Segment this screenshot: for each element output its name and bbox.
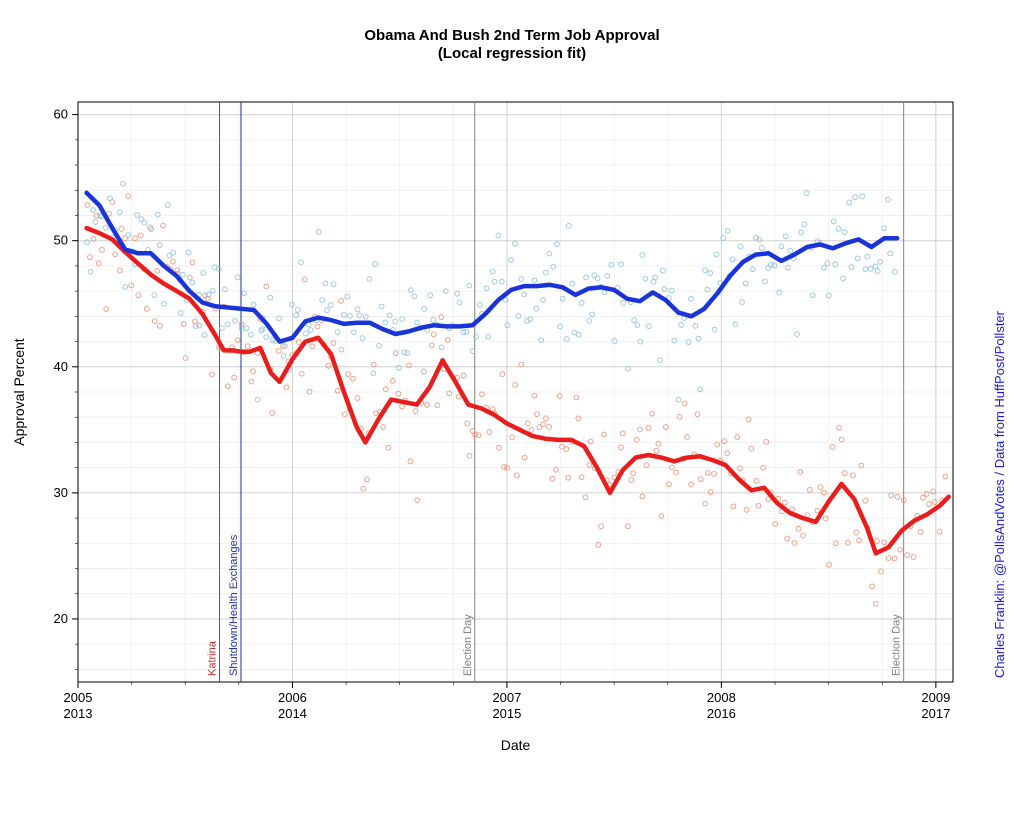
xtick-label-bottom: 2015: [492, 706, 521, 721]
credit-text: Charles Franklin: @PollsAndVotes / Data …: [992, 310, 1007, 678]
ytick-label: 50: [54, 233, 68, 248]
ytick-label: 30: [54, 485, 68, 500]
chart-title-1: Obama And Bush 2nd Term Job Approval: [364, 27, 659, 44]
ytick-label: 20: [54, 611, 68, 626]
xtick-label-bottom: 2013: [64, 706, 93, 721]
xtick-label-top: 2006: [278, 690, 307, 705]
xtick-label-top: 2008: [707, 690, 736, 705]
ytick-label: 40: [54, 359, 68, 374]
vline-label: Shutdown/Health Exchanges: [228, 534, 240, 676]
vline-label: Election Day: [891, 614, 903, 676]
xtick-label-top: 2007: [492, 690, 521, 705]
ylabel: Approval Percent: [11, 338, 27, 446]
xlabel: Date: [501, 737, 531, 753]
chart-container: Obama And Bush 2nd Term Job Approval(Loc…: [0, 0, 1024, 819]
xtick-label-bottom: 2017: [921, 706, 950, 721]
vline-label: Katrina: [207, 640, 219, 676]
chart-title-2: (Local regression fit): [438, 45, 586, 62]
vline-label: Election Day: [462, 614, 474, 676]
xtick-label-bottom: 2016: [707, 706, 736, 721]
xtick-label-top: 2005: [64, 690, 93, 705]
xtick-label-top: 2009: [921, 690, 950, 705]
xtick-label-bottom: 2014: [278, 706, 307, 721]
ytick-label: 60: [54, 107, 68, 122]
chart-svg: Obama And Bush 2nd Term Job Approval(Loc…: [0, 0, 1024, 819]
